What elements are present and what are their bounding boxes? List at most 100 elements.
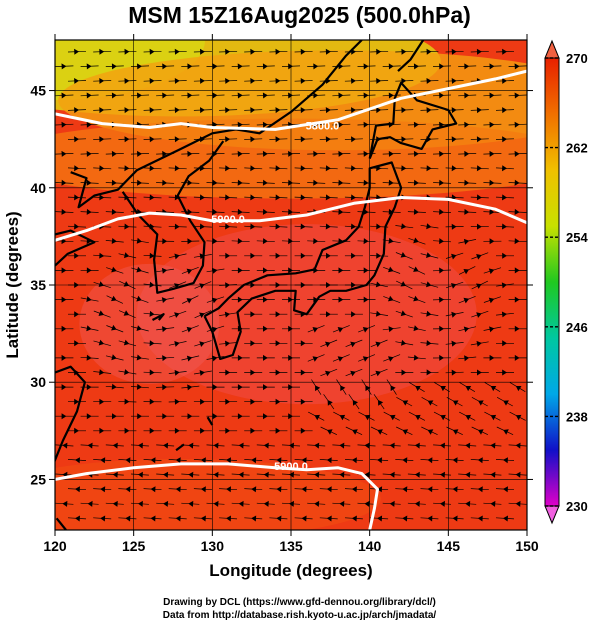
wind-arrow <box>61 92 67 99</box>
wind-arrow <box>402 457 408 464</box>
wind-arrow <box>111 238 117 244</box>
wind-arrow <box>414 442 420 449</box>
wind-arrow <box>237 208 243 215</box>
wind-arrow <box>275 398 281 405</box>
wind-arrow <box>225 369 231 376</box>
wind-arrow <box>123 339 130 346</box>
wind-arrow <box>98 281 105 287</box>
wind-arrow <box>111 295 117 302</box>
wind-arrow <box>340 385 346 392</box>
wind-arrow <box>112 500 118 507</box>
wind-arrow <box>174 165 180 172</box>
wind-arrow <box>188 471 194 478</box>
contour-label: 5900.0 <box>274 461 308 473</box>
wind-arrow <box>138 442 143 449</box>
wind-arrow <box>251 457 257 464</box>
wind-arrow <box>200 107 205 114</box>
colorbar-min-arrow <box>544 505 560 525</box>
wind-arrow <box>275 369 281 376</box>
wind-arrow <box>325 107 331 114</box>
wind-arrow <box>111 354 117 361</box>
wind-arrow <box>74 194 79 201</box>
wind-arrow <box>136 383 142 390</box>
x-tick-label: 120 <box>43 538 67 554</box>
wind-arrow <box>175 486 181 493</box>
wind-arrow <box>514 121 520 128</box>
wind-arrow <box>61 150 67 157</box>
wind-arrow <box>125 486 131 493</box>
wind-arrow <box>351 194 356 201</box>
wind-arrow <box>61 267 67 274</box>
wind-arrow <box>376 48 382 55</box>
wind-arrow <box>451 136 457 143</box>
wind-arrow <box>237 325 243 332</box>
coastline <box>175 443 185 452</box>
wind-arrow <box>174 341 180 347</box>
wind-arrow <box>464 121 470 128</box>
wind-arrow <box>276 457 282 464</box>
wind-arrow <box>150 486 156 493</box>
wind-arrow <box>439 179 444 186</box>
wind-arrow <box>489 150 495 157</box>
wind-arrow <box>502 369 507 376</box>
wind-arrow <box>465 471 471 478</box>
wind-arrow <box>426 165 432 172</box>
wind-arrow <box>312 327 318 333</box>
wind-arrow <box>275 107 281 114</box>
wind-arrow <box>263 296 268 303</box>
wind-arrow <box>501 311 507 318</box>
wind-arrow <box>61 354 67 361</box>
wind-arrow <box>187 63 193 70</box>
wind-arrow <box>489 92 495 99</box>
wind-arrow <box>514 267 520 274</box>
wind-arrow <box>363 121 369 128</box>
wind-arrow <box>262 208 268 215</box>
coastline <box>206 416 214 426</box>
wind-arrow <box>439 92 444 99</box>
wind-arrow <box>174 369 180 376</box>
wind-arrow <box>502 78 507 84</box>
wind-arrow <box>62 442 68 449</box>
wind-arrow <box>225 107 231 114</box>
wind-arrow <box>514 296 520 303</box>
wind-arrow <box>377 515 383 522</box>
field-patch <box>55 118 527 199</box>
wind-arrow <box>375 310 382 317</box>
wind-arrow <box>503 486 508 493</box>
wind-arrow <box>123 281 130 287</box>
wind-arrow <box>262 92 268 99</box>
wind-arrow <box>477 457 483 464</box>
wind-arrow <box>86 296 92 302</box>
wind-arrow <box>313 63 319 70</box>
wind-arrow <box>401 78 407 84</box>
wind-arrow <box>326 311 331 318</box>
contour-label: 5800.0 <box>306 121 340 133</box>
wind-arrow <box>75 486 80 493</box>
wind-arrow <box>515 500 521 507</box>
wind-arrow <box>502 252 507 259</box>
wind-arrow <box>351 78 356 84</box>
wind-arrow <box>61 63 67 70</box>
wind-arrow <box>212 150 218 157</box>
wind-arrow <box>200 136 205 143</box>
wind-arrow <box>363 179 369 186</box>
wind-arrow <box>314 414 320 421</box>
wind-arrow <box>489 63 495 70</box>
wind-arrow <box>514 150 520 157</box>
wind-arrow <box>325 48 331 55</box>
wind-arrow <box>413 63 419 70</box>
wind-arrow <box>351 515 357 522</box>
wind-arrow <box>451 107 457 114</box>
wind-arrow <box>300 223 306 230</box>
wind-arrow <box>200 427 205 434</box>
wind-arrow <box>490 386 497 392</box>
wind-arrow <box>199 283 205 289</box>
wind-arrow <box>138 500 143 507</box>
wind-arrow <box>489 238 495 245</box>
wind-arrow <box>99 427 105 434</box>
wind-arrow <box>174 283 180 289</box>
wind-arrow <box>476 312 482 318</box>
wind-arrow <box>163 500 169 507</box>
wind-arrow <box>237 413 243 420</box>
wind-arrow <box>288 296 293 303</box>
